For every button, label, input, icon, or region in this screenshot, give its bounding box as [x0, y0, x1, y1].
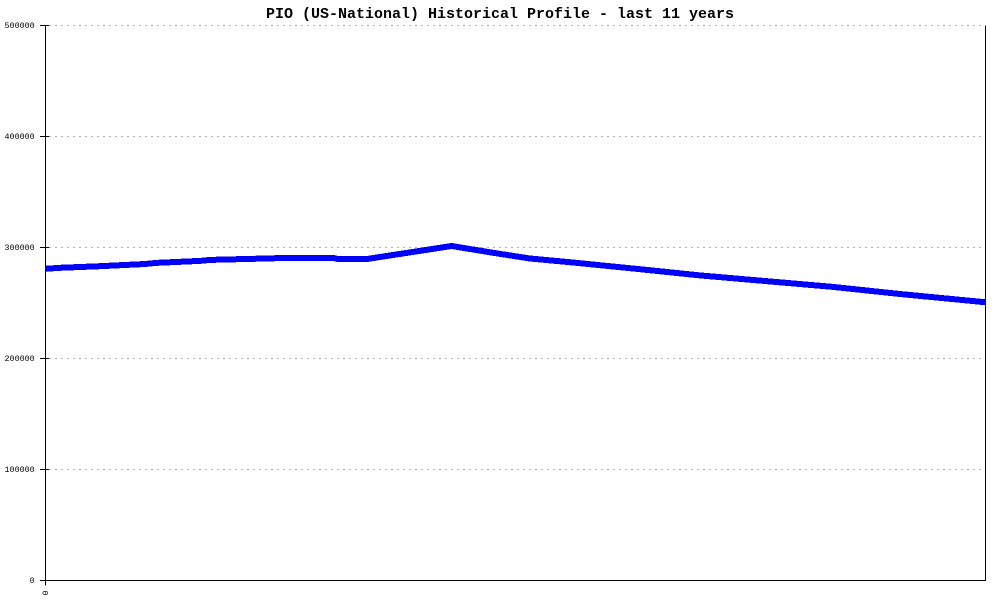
svg-text:300000: 300000 [5, 243, 35, 253]
svg-text:500000: 500000 [5, 21, 35, 31]
svg-text:200000: 200000 [5, 354, 35, 364]
svg-text:0: 0 [30, 576, 35, 586]
svg-text:100000: 100000 [5, 465, 35, 475]
svg-text:400000: 400000 [5, 132, 35, 142]
svg-text:PIO (US-National) Historical P: PIO (US-National) Historical Profile - l… [266, 6, 734, 23]
svg-text:0: 0 [40, 590, 50, 595]
